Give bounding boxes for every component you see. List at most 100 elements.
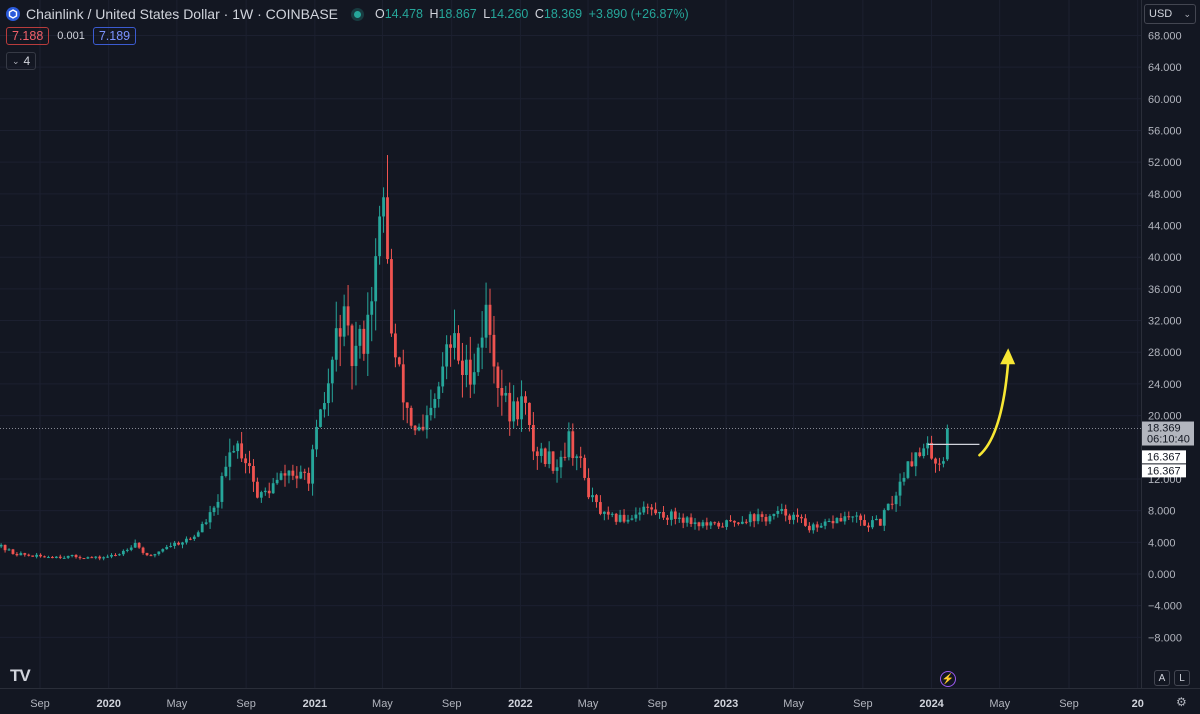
candle-body — [181, 542, 184, 545]
sell-button[interactable]: 7.188 — [6, 27, 50, 45]
candle-body — [539, 448, 543, 456]
candle-body — [397, 357, 401, 365]
low-value: 14.260 — [490, 7, 529, 21]
candle-body — [145, 552, 149, 556]
candle-body — [354, 345, 358, 367]
y-tick-label: 40.000 — [1148, 252, 1182, 264]
candle-body — [153, 554, 157, 556]
candle-body — [421, 426, 425, 430]
indicators-toggle[interactable]: ⌄ 4 — [6, 52, 37, 70]
candle-body — [622, 514, 626, 522]
chainlink-logo-icon — [6, 7, 20, 21]
candle-body — [516, 401, 520, 420]
candle-body — [713, 522, 717, 524]
candle-body — [764, 516, 768, 522]
candle-body — [94, 556, 98, 558]
candle-body — [886, 503, 890, 511]
candle-body — [378, 216, 382, 257]
candle-body — [669, 511, 673, 520]
candle-body — [855, 515, 859, 517]
candle-body — [579, 456, 583, 458]
candle-body — [464, 359, 468, 375]
level-tag — [1142, 450, 1186, 464]
candle-body — [66, 555, 70, 558]
gear-icon[interactable]: ⚙ — [1176, 695, 1187, 709]
candle-body — [650, 507, 654, 510]
candle-body — [642, 506, 646, 513]
candle-body — [725, 520, 728, 527]
x-tick-label: 20 — [1132, 698, 1144, 710]
candle-body — [898, 481, 902, 496]
candle-body — [638, 512, 642, 515]
candle-body — [587, 477, 590, 498]
y-tick-label: 64.000 — [1148, 62, 1182, 74]
x-tick-label: May — [166, 698, 187, 710]
candle-body — [3, 544, 7, 551]
candle-body — [129, 547, 133, 550]
y-tick-label: 60.000 — [1148, 94, 1182, 106]
candle-body — [733, 520, 736, 523]
candle-body — [823, 521, 827, 526]
candle-body — [531, 424, 535, 452]
x-tick-label: 2021 — [303, 698, 327, 710]
market-status-icon[interactable] — [354, 10, 361, 18]
candle-body — [90, 557, 94, 559]
log-scale-button[interactable]: L — [1174, 670, 1190, 686]
candle-body — [200, 523, 204, 533]
candle-body — [27, 554, 31, 556]
tradingview-logo-icon[interactable]: TV — [10, 666, 31, 685]
candle-body — [19, 553, 23, 556]
candle-body — [31, 555, 35, 557]
candle-body — [476, 347, 480, 373]
candle-body — [244, 458, 247, 464]
candle-body — [685, 517, 689, 523]
candle-body — [930, 442, 933, 459]
candle-body — [110, 554, 113, 557]
candle-body — [259, 492, 263, 498]
candle-body — [689, 517, 693, 525]
candle-body — [512, 401, 516, 422]
symbol-title[interactable]: Chainlink / United States Dollar · 1W · … — [26, 6, 338, 22]
candlestick-series — [0, 155, 949, 561]
candle-body — [220, 476, 224, 502]
candle-body — [346, 306, 350, 326]
candle-body — [137, 542, 141, 548]
y-tick-label: −8.000 — [1148, 632, 1182, 644]
candle-body — [303, 471, 307, 473]
trend-arrow-head-icon — [1000, 348, 1016, 365]
candle-body — [918, 452, 922, 457]
y-tick-label: 4.000 — [1148, 537, 1176, 549]
candle-body — [468, 359, 472, 385]
candle-body — [874, 518, 878, 521]
candle-body — [358, 328, 362, 346]
x-tick-label: 2020 — [96, 698, 120, 710]
level-value: 16.367 — [1147, 465, 1181, 477]
candle-body — [673, 511, 677, 519]
candle-body — [224, 466, 228, 477]
candle-body — [157, 551, 161, 555]
candle-body — [500, 388, 504, 396]
x-tick-label: May — [783, 698, 804, 710]
candle-body — [98, 556, 102, 559]
buy-button[interactable]: 7.189 — [92, 27, 137, 45]
low-label: L — [483, 7, 491, 21]
open-value: 14.478 — [384, 7, 423, 21]
high-value: 18.867 — [438, 7, 477, 21]
candle-body — [279, 473, 283, 480]
auto-scale-button[interactable]: A — [1154, 670, 1170, 686]
candle-body — [666, 517, 669, 520]
candle-body — [914, 452, 918, 467]
candle-body — [535, 451, 539, 456]
chart-overlays — [0, 348, 1141, 457]
candle-body — [677, 517, 681, 519]
price-grid — [0, 0, 1141, 688]
candle-body — [401, 364, 405, 403]
candle-body — [334, 328, 338, 360]
last-price-tag — [1142, 421, 1194, 446]
y-tick-label: 0.000 — [1148, 569, 1176, 581]
currency-selector[interactable]: USD ⌄ — [1144, 4, 1196, 24]
lightning-icon[interactable]: ⚡ — [940, 671, 956, 687]
indicators-count: 4 — [23, 54, 31, 68]
x-tick-label: 2023 — [714, 698, 738, 710]
